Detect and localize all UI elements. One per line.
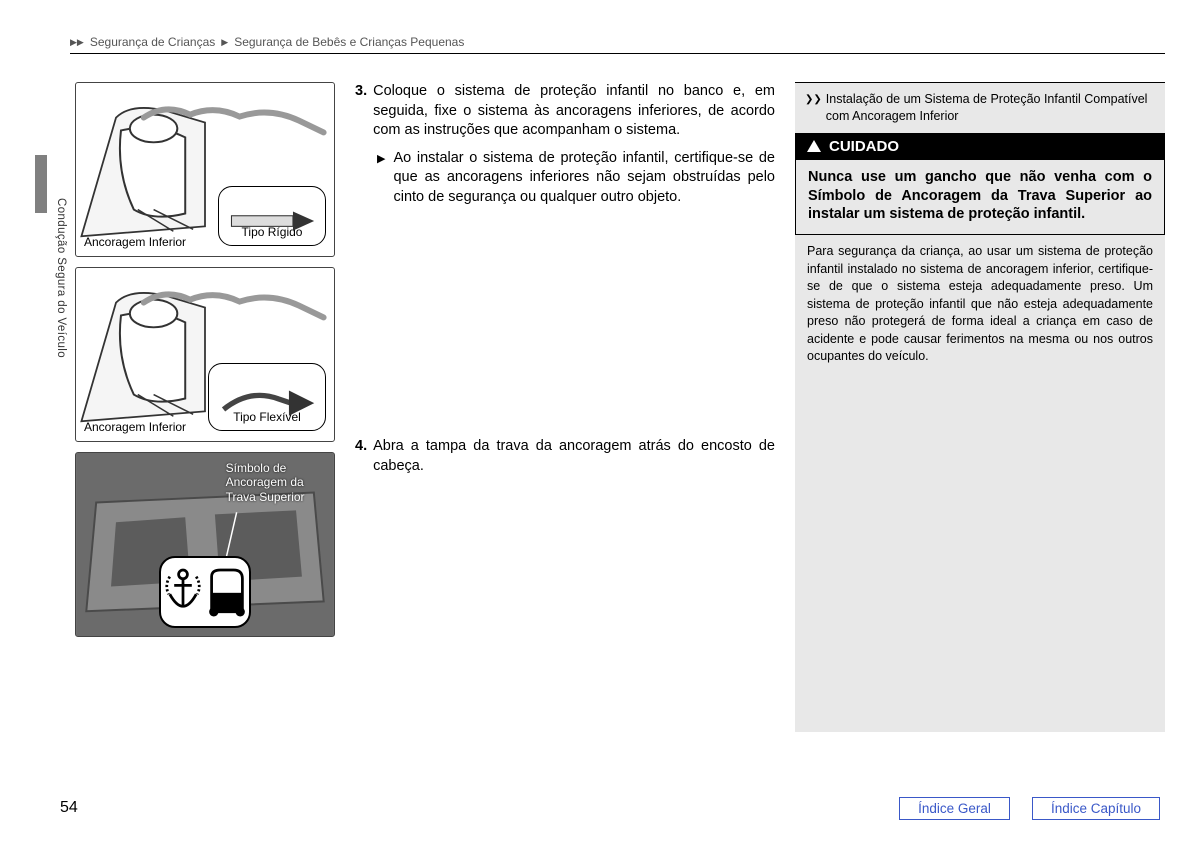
warning-triangle-icon <box>807 140 821 152</box>
instructions-column: 3. Coloque o sistema de proteção infanti… <box>355 82 775 732</box>
breadcrumb-item: Segurança de Crianças <box>90 35 215 49</box>
figure-label: Ancoragem Inferior <box>84 236 186 250</box>
step-text: Coloque o sistema de proteção infantil n… <box>373 82 775 141</box>
bottom-links: Índice Geral Índice Capítulo <box>899 797 1160 820</box>
step-number: 4. <box>355 437 367 476</box>
step-3: 3. Coloque o sistema de proteção infanti… <box>355 82 775 141</box>
sidebar-paragraph: Para segurança da criança, ao usar um si… <box>795 235 1165 374</box>
link-chapter-index[interactable]: Índice Capítulo <box>1032 797 1160 820</box>
figure-anchor-symbol: Símbolo de Ancoragem da Trava Superior <box>75 452 335 637</box>
warning-title-bar: CUIDADO <box>795 133 1165 160</box>
anchor-symbol-icon <box>159 556 251 628</box>
figure-callout: Tipo Rígido <box>218 186 326 246</box>
figures-column: Ancoragem Inferior Tipo Rígido <box>75 82 335 732</box>
step-3-sub: ▶ Ao instalar o sistema de proteção infa… <box>377 149 775 208</box>
substep-text: Ao instalar o sistema de proteção infant… <box>393 149 775 208</box>
breadcrumb-item: Segurança de Bebês e Crianças Pequenas <box>234 35 464 49</box>
double-chevron-icon: ❯❯ <box>805 91 822 125</box>
triangle-bullet-icon: ▶ <box>377 149 385 208</box>
breadcrumb: ▶▶ Segurança de Crianças ▶ Segurança de … <box>70 35 1165 49</box>
step-text: Abra a tampa da trava da ancoragem atrás… <box>373 437 775 476</box>
figure-flexible-anchor: Ancoragem Inferior Tipo Flexível <box>75 267 335 442</box>
figure-callout: Tipo Flexível <box>208 363 326 431</box>
sidebar-header: ❯❯ Instalação de um Sistema de Proteção … <box>795 83 1165 133</box>
section-tab <box>35 155 47 213</box>
section-vertical-label: Condução Segura do Veículo <box>55 198 67 358</box>
warning-body: Nunca use um gancho que não venha com o … <box>795 160 1165 236</box>
step-number: 3. <box>355 82 367 141</box>
chevron-icon: ▶▶ <box>70 37 84 48</box>
figure-label: Ancoragem Inferior <box>84 421 186 435</box>
page-number: 54 <box>60 799 78 817</box>
sidebar: ❯❯ Instalação de um Sistema de Proteção … <box>795 82 1165 732</box>
figure-symbol-label: Símbolo de Ancoragem da Trava Superior <box>226 461 334 504</box>
step-4: 4. Abra a tampa da trava da ancoragem at… <box>355 437 775 476</box>
chevron-icon: ▶ <box>221 37 228 48</box>
figure-rigid-anchor: Ancoragem Inferior Tipo Rígido <box>75 82 335 257</box>
divider <box>70 53 1165 54</box>
warning-title: CUIDADO <box>829 138 899 155</box>
link-general-index[interactable]: Índice Geral <box>899 797 1010 820</box>
